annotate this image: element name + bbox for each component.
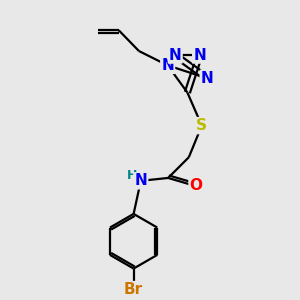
Text: N: N — [193, 48, 206, 63]
Text: N: N — [169, 48, 182, 63]
Text: O: O — [190, 178, 202, 193]
Text: N: N — [201, 71, 214, 86]
Text: N: N — [161, 58, 174, 73]
Text: H: H — [126, 169, 137, 182]
Text: N: N — [134, 173, 147, 188]
Text: Br: Br — [124, 282, 143, 297]
Text: S: S — [196, 118, 207, 133]
